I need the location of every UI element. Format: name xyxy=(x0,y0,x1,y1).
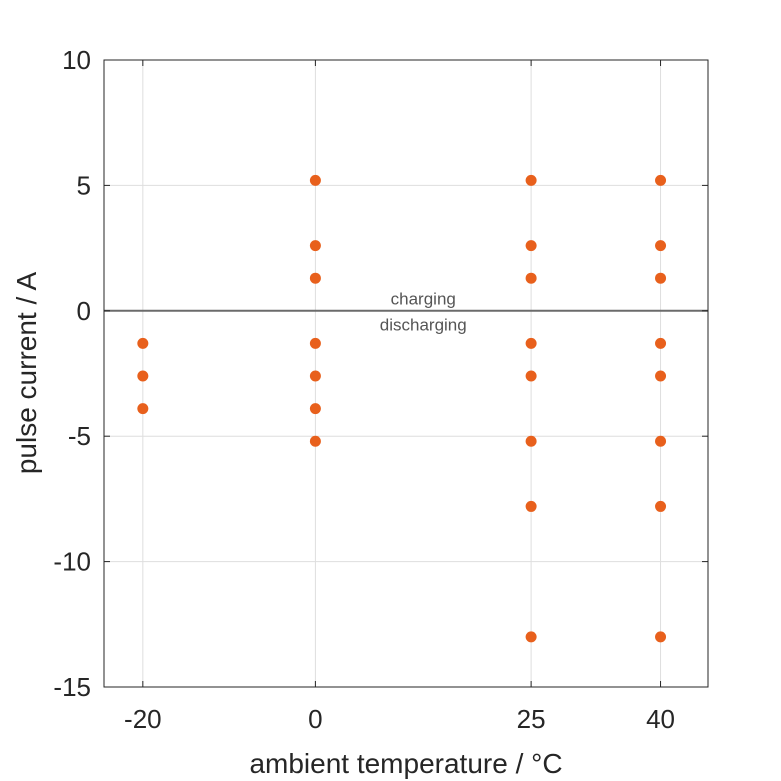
data-point xyxy=(137,403,149,415)
grid-layer xyxy=(104,59,708,688)
data-point xyxy=(137,370,149,382)
x-tick-label: 0 xyxy=(308,704,322,734)
annotation-discharging: discharging xyxy=(380,316,467,335)
data-point xyxy=(655,435,667,447)
data-point xyxy=(309,272,321,284)
x-axis-title: ambient temperature / °C xyxy=(249,748,562,779)
data-point xyxy=(525,174,537,186)
x-tick-label: 40 xyxy=(646,704,675,734)
x-tick-label: -20 xyxy=(124,704,162,734)
y-tick-label: -5 xyxy=(68,421,91,451)
tick-labels-layer: -20 0 25 40 -15 -10 -5 0 5 10 xyxy=(53,45,708,734)
data-point xyxy=(309,240,321,252)
data-point xyxy=(655,500,667,512)
data-point xyxy=(655,631,667,643)
y-tick-label: 10 xyxy=(62,45,91,75)
data-point xyxy=(525,337,537,349)
plot-frame xyxy=(103,59,709,688)
x-tick-label: 25 xyxy=(517,704,546,734)
data-point xyxy=(655,272,667,284)
data-point xyxy=(137,337,149,349)
data-point xyxy=(525,272,537,284)
data-points-layer xyxy=(137,174,667,643)
data-point xyxy=(525,631,537,643)
annotation-charging: charging xyxy=(391,289,456,308)
data-point xyxy=(655,370,667,382)
data-point xyxy=(655,240,667,252)
data-point xyxy=(309,174,321,186)
data-point xyxy=(525,435,537,447)
y-tick-label: -10 xyxy=(53,547,91,577)
data-point xyxy=(309,337,321,349)
data-point xyxy=(655,174,667,186)
data-point xyxy=(525,370,537,382)
y-axis-title: pulse current / A xyxy=(11,272,42,475)
annotation-layer: charging discharging xyxy=(380,289,467,334)
y-tick-label: 0 xyxy=(77,296,91,326)
data-point xyxy=(525,500,537,512)
y-tick-label: -15 xyxy=(53,672,91,702)
data-point xyxy=(309,403,321,415)
data-point xyxy=(309,435,321,447)
data-point xyxy=(309,370,321,382)
data-point xyxy=(655,337,667,349)
y-tick-label: 5 xyxy=(77,170,91,200)
data-point xyxy=(525,240,537,252)
